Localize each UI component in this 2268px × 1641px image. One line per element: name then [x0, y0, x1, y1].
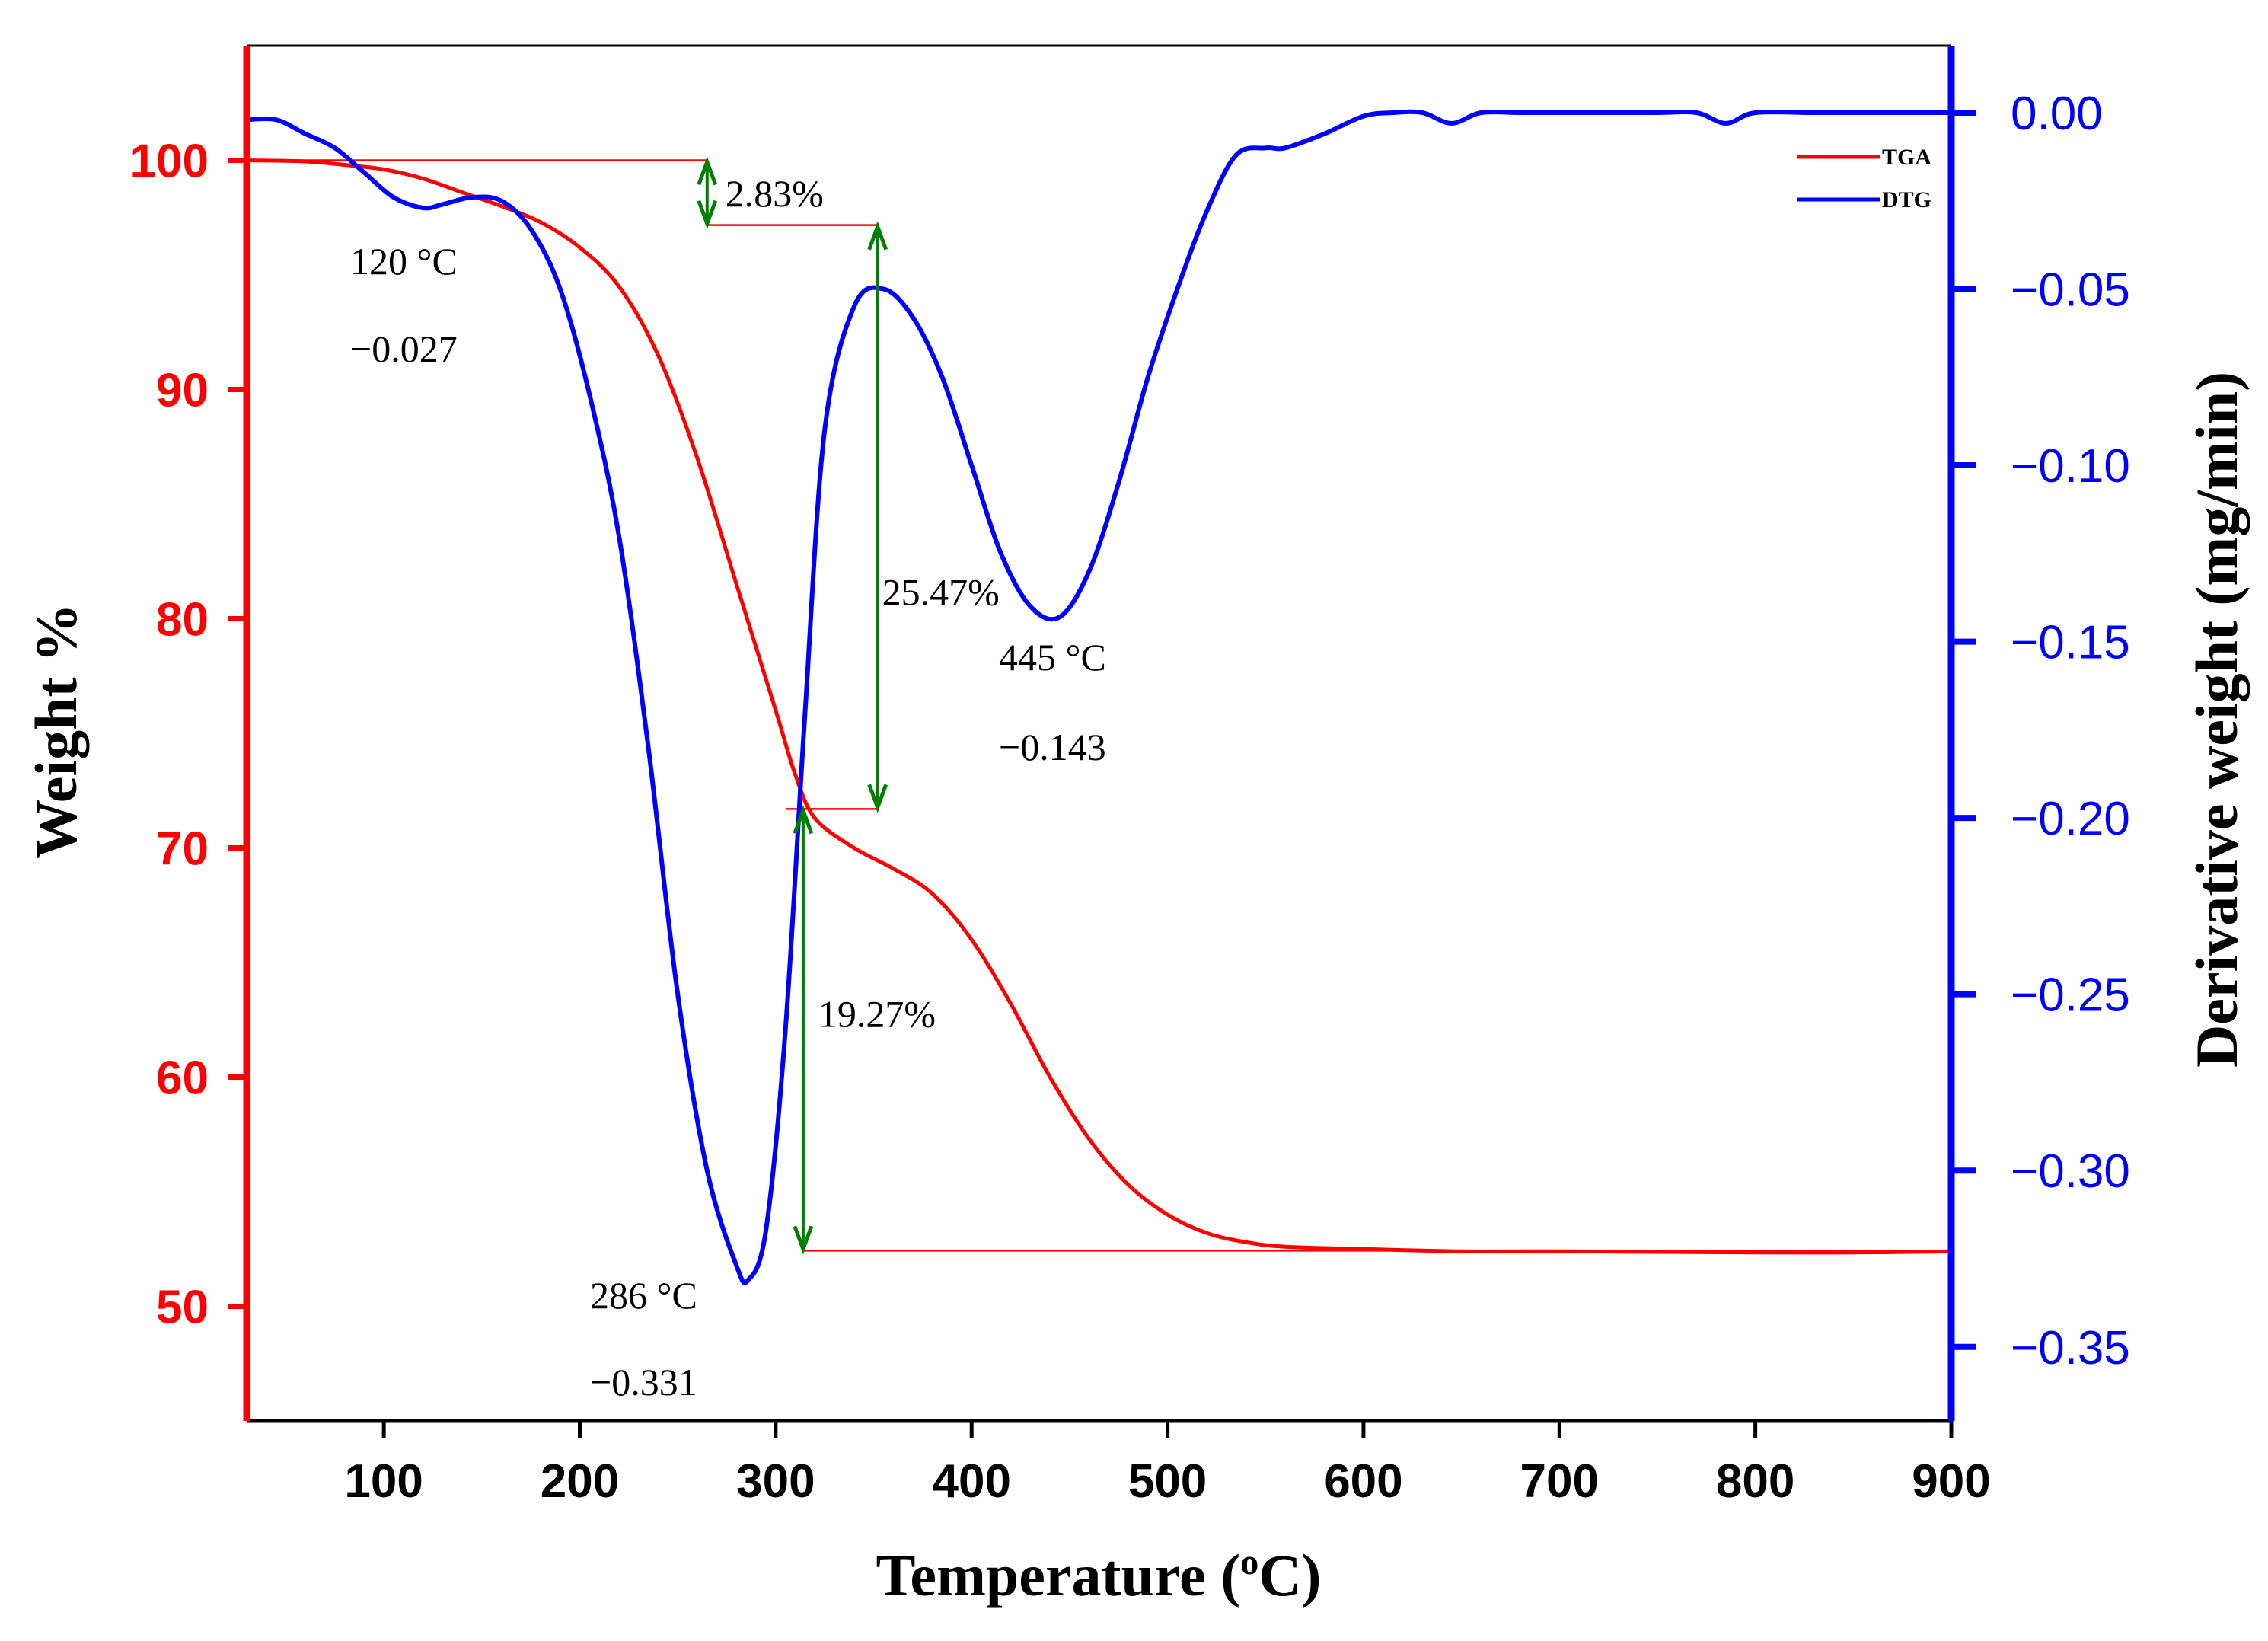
- right-tick-label: −0.15: [2011, 617, 2130, 669]
- peak-temperature-label: 120 °C: [350, 240, 458, 283]
- left-tick-label: 60: [156, 1052, 209, 1105]
- x-tick-label: 900: [1912, 1455, 1990, 1508]
- right-tick-label: −0.25: [2011, 969, 2130, 1022]
- plot-frame: [247, 44, 1951, 1423]
- x-tick-label: 200: [541, 1455, 619, 1508]
- mass-loss-label: 25.47%: [882, 570, 1000, 613]
- x-tick-label: 800: [1716, 1455, 1794, 1508]
- peak-dtg-value-label: −0.027: [350, 327, 458, 370]
- peak-temperature-label: 445 °C: [999, 636, 1106, 678]
- mass-loss-label: 19.27%: [818, 992, 936, 1035]
- right-tick-label: −0.20: [2011, 793, 2130, 845]
- right-y-ticks: 0.00 −0.05 −0.10 −0.15 −0.20 −0.25 −0.30 −0.35: [1951, 88, 2130, 1374]
- left-tick-label: 80: [156, 594, 209, 647]
- right-tick-label: 0.00: [2011, 88, 2103, 140]
- left-tick-label: 100: [130, 136, 209, 188]
- x-tick-label: 300: [736, 1455, 815, 1508]
- x-tick-label: 500: [1128, 1455, 1207, 1508]
- x-tick-label: 700: [1520, 1455, 1599, 1508]
- x-axis-title-suffix: C): [1258, 1542, 1321, 1608]
- left-y-axis-title: Weight %: [23, 603, 89, 859]
- right-tick-label: −0.30: [2011, 1145, 2130, 1198]
- series-line-dtg: [246, 109, 1951, 1285]
- peak-temperature-label: 286 °C: [590, 1274, 697, 1317]
- x-axis-title-prefix: Temperature (: [876, 1542, 1240, 1608]
- arrow-head: [867, 784, 888, 813]
- right-tick-label: −0.10: [2011, 440, 2130, 493]
- left-tick-label: 90: [156, 365, 209, 417]
- x-axis-title-sup: o: [1240, 1542, 1258, 1582]
- arrow-head: [793, 805, 814, 835]
- series-layer: [246, 109, 1952, 1285]
- peak-dtg-value-label: −0.331: [590, 1361, 697, 1403]
- x-tick-label: 600: [1324, 1455, 1402, 1508]
- mass-loss-arrows: 2.83% 25.47% 19.27%: [697, 156, 1000, 1255]
- left-tick-label: 70: [156, 823, 209, 876]
- x-ticks: 100 200 300 400 500 600 700 800 900: [344, 1421, 1991, 1508]
- x-tick-label: 100: [344, 1455, 423, 1508]
- arrow-head: [697, 200, 718, 229]
- mass-loss-label: 2.83%: [726, 172, 824, 215]
- right-tick-label: −0.05: [2011, 264, 2130, 317]
- legend-label-dtg: DTG: [1882, 187, 1931, 212]
- right-tick-label: −0.35: [2011, 1322, 2130, 1374]
- arrow-head: [867, 221, 888, 251]
- legend: TGA DTG: [1797, 145, 1931, 212]
- arrow-head: [793, 1225, 814, 1255]
- legend-label-tga: TGA: [1882, 145, 1931, 170]
- x-tick-label: 400: [932, 1455, 1010, 1508]
- right-y-axis-title: Derivative weight (mg/min): [2183, 372, 2250, 1068]
- left-tick-label: 50: [156, 1282, 209, 1334]
- peak-annotations: 120 °C −0.027 286 °C −0.331 445 °C −0.143: [350, 240, 1106, 1403]
- x-axis-title: Temperature (oC): [876, 1542, 1321, 1608]
- peak-dtg-value-label: −0.143: [999, 726, 1106, 768]
- left-y-ticks: 50 60 70 80 90 100: [130, 136, 247, 1334]
- arrow-head: [697, 156, 718, 186]
